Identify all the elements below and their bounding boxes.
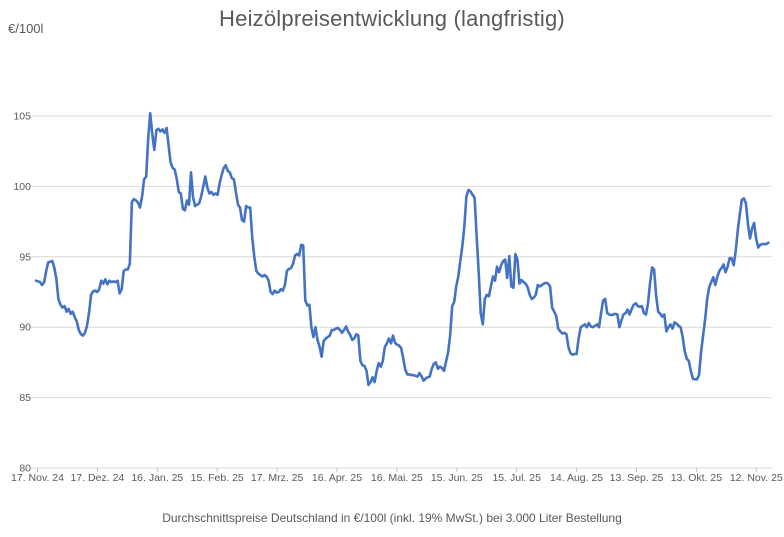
x-tick-label: 17. Mrz. 25 (251, 472, 304, 484)
x-tick-label: 12. Nov. 25 (730, 472, 783, 484)
x-tick-label: 16. Apr. 25 (312, 472, 362, 484)
y-tick-label: 90 (19, 322, 31, 334)
y-tick-label: 105 (13, 111, 31, 123)
x-tick-label: 13. Sep. 25 (610, 472, 664, 484)
y-tick-label: 100 (13, 181, 31, 193)
x-tick-label: 17. Nov. 24 (11, 472, 64, 484)
chart-caption: Durchschnittspreise Deutschland in €/100… (162, 511, 622, 525)
x-tick-label: 17. Dez. 24 (71, 472, 125, 484)
y-tick-label: 95 (19, 251, 31, 263)
y-tick-label: 80 (19, 463, 31, 475)
y-tick-label: 85 (19, 392, 31, 404)
x-tick-label: 15. Jun. 25 (431, 472, 483, 484)
x-tick-label: 16. Jan. 25 (131, 472, 183, 484)
x-tick-label: 14. Aug. 25 (550, 472, 603, 484)
x-tick-label: 15. Feb. 25 (191, 472, 244, 484)
x-tick-label: 13. Okt. 25 (671, 472, 723, 484)
chart-title: Heizölpreisentwicklung (langfristig) (219, 6, 565, 31)
y-axis-unit-label: €/100l (8, 21, 44, 36)
x-tick-label: 16. Mai. 25 (371, 472, 423, 484)
price-line (34, 111, 770, 387)
x-tick-label: 15. Jul. 25 (492, 472, 541, 484)
